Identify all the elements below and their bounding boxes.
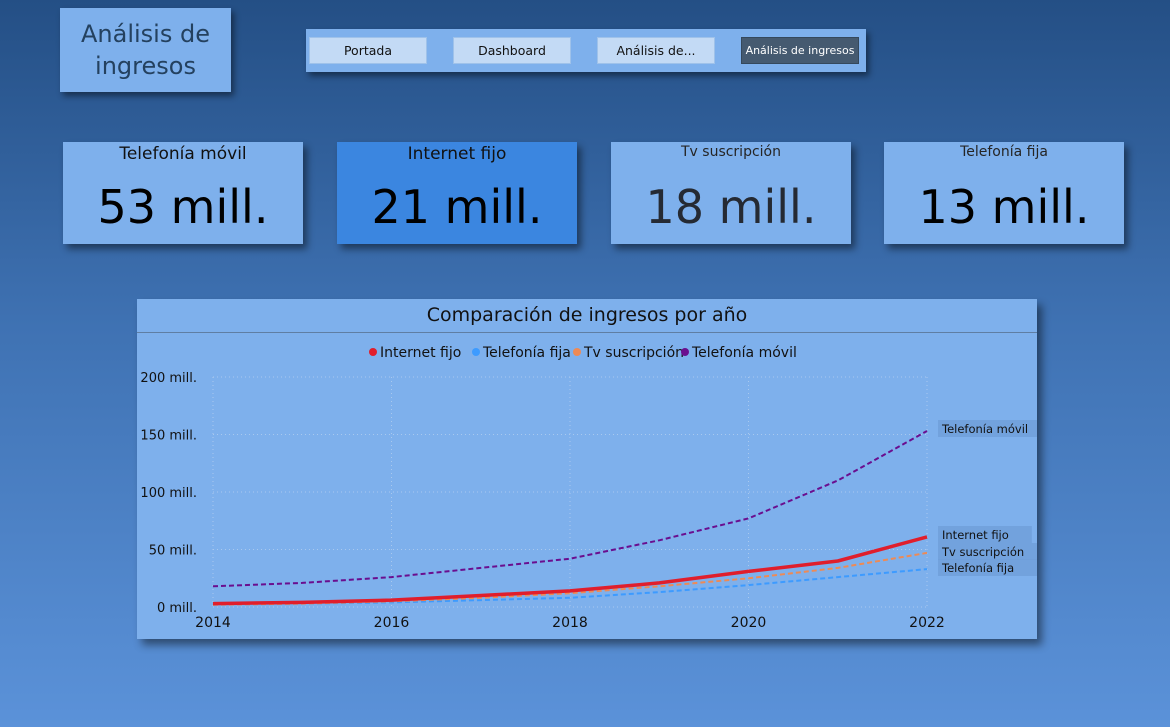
kpi-value: 13 mill. bbox=[918, 180, 1090, 234]
kpi-card-telefonia-movil: Telefonía móvil 53 mill. bbox=[63, 142, 303, 244]
page-title-text: Análisis de ingresos bbox=[81, 20, 210, 80]
x-tick-label: 2018 bbox=[552, 615, 588, 631]
chart-title: Comparación de ingresos por año bbox=[137, 299, 1037, 333]
nav-button-portada[interactable]: Portada bbox=[309, 37, 427, 64]
legend-marker bbox=[369, 348, 377, 356]
legend-marker bbox=[681, 348, 689, 356]
x-tick-label: 2022 bbox=[909, 615, 945, 631]
legend-label: Telefonía móvil bbox=[691, 345, 797, 361]
kpi-label: Telefonía móvil bbox=[119, 144, 247, 164]
end-label-bg bbox=[938, 420, 1037, 437]
kpi-card-internet-fijo: Internet fijo 21 mill. bbox=[337, 142, 577, 244]
y-tick-label: 200 mill. bbox=[140, 371, 197, 386]
legend-marker bbox=[472, 348, 480, 356]
line-chart: 0 mill. 50 mill. 100 mill. 150 mill. 200 mil… bbox=[140, 345, 1037, 631]
y-tick-label: 0 mill. bbox=[157, 601, 197, 616]
kpi-label: Tv suscripción bbox=[680, 144, 781, 160]
end-label-internet: Internet fijo bbox=[942, 528, 1009, 542]
kpi-label: Internet fijo bbox=[407, 144, 507, 164]
kpi-value: 18 mill. bbox=[645, 180, 817, 234]
nav-bar: Portada Dashboard Análisis de... Análisi… bbox=[306, 29, 866, 72]
kpi-label: Telefonía fija bbox=[960, 144, 1048, 160]
kpi-value: 53 mill. bbox=[97, 180, 269, 234]
legend-label: Tv suscripción bbox=[583, 345, 684, 361]
end-label-fija: Telefonía fija bbox=[941, 561, 1014, 575]
kpi-card-telefonia-fija: Telefonía fija 13 mill. bbox=[884, 142, 1124, 244]
nav-button-analisis-ingresos[interactable]: Análisis de ingresos bbox=[741, 37, 859, 64]
series-line-tv bbox=[212, 551, 928, 606]
nav-button-analisis[interactable]: Análisis de... bbox=[597, 37, 715, 64]
end-label-bg bbox=[938, 526, 1032, 543]
y-tick-label: 150 mill. bbox=[140, 429, 197, 444]
end-label-movil: Telefonía móvil bbox=[941, 422, 1028, 436]
legend-label: Telefonía fija bbox=[482, 345, 571, 361]
end-label-tv: Tv suscripción bbox=[941, 545, 1024, 559]
series-line-fija bbox=[212, 568, 928, 606]
legend-label: Internet fijo bbox=[380, 345, 461, 361]
end-label-bg bbox=[938, 543, 1037, 560]
series-line-internet bbox=[212, 535, 928, 606]
y-tick-label: 100 mill. bbox=[140, 486, 197, 501]
kpi-value: 21 mill. bbox=[371, 180, 543, 234]
x-tick-label: 2016 bbox=[374, 615, 410, 631]
legend-marker bbox=[573, 348, 581, 356]
x-tick-label: 2020 bbox=[731, 615, 767, 631]
kpi-card-tv-suscripcion: Tv suscripción 18 mill. bbox=[611, 142, 851, 244]
x-tick-label: 2014 bbox=[195, 615, 231, 631]
end-label-bg bbox=[938, 559, 1037, 576]
revenue-chart-panel: Comparación de ingresos por año 0 mill. 5… bbox=[137, 299, 1037, 639]
page-title: Análisis de ingresos bbox=[60, 8, 231, 92]
nav-button-dashboard[interactable]: Dashboard bbox=[453, 37, 571, 64]
y-tick-label: 50 mill. bbox=[149, 544, 197, 559]
